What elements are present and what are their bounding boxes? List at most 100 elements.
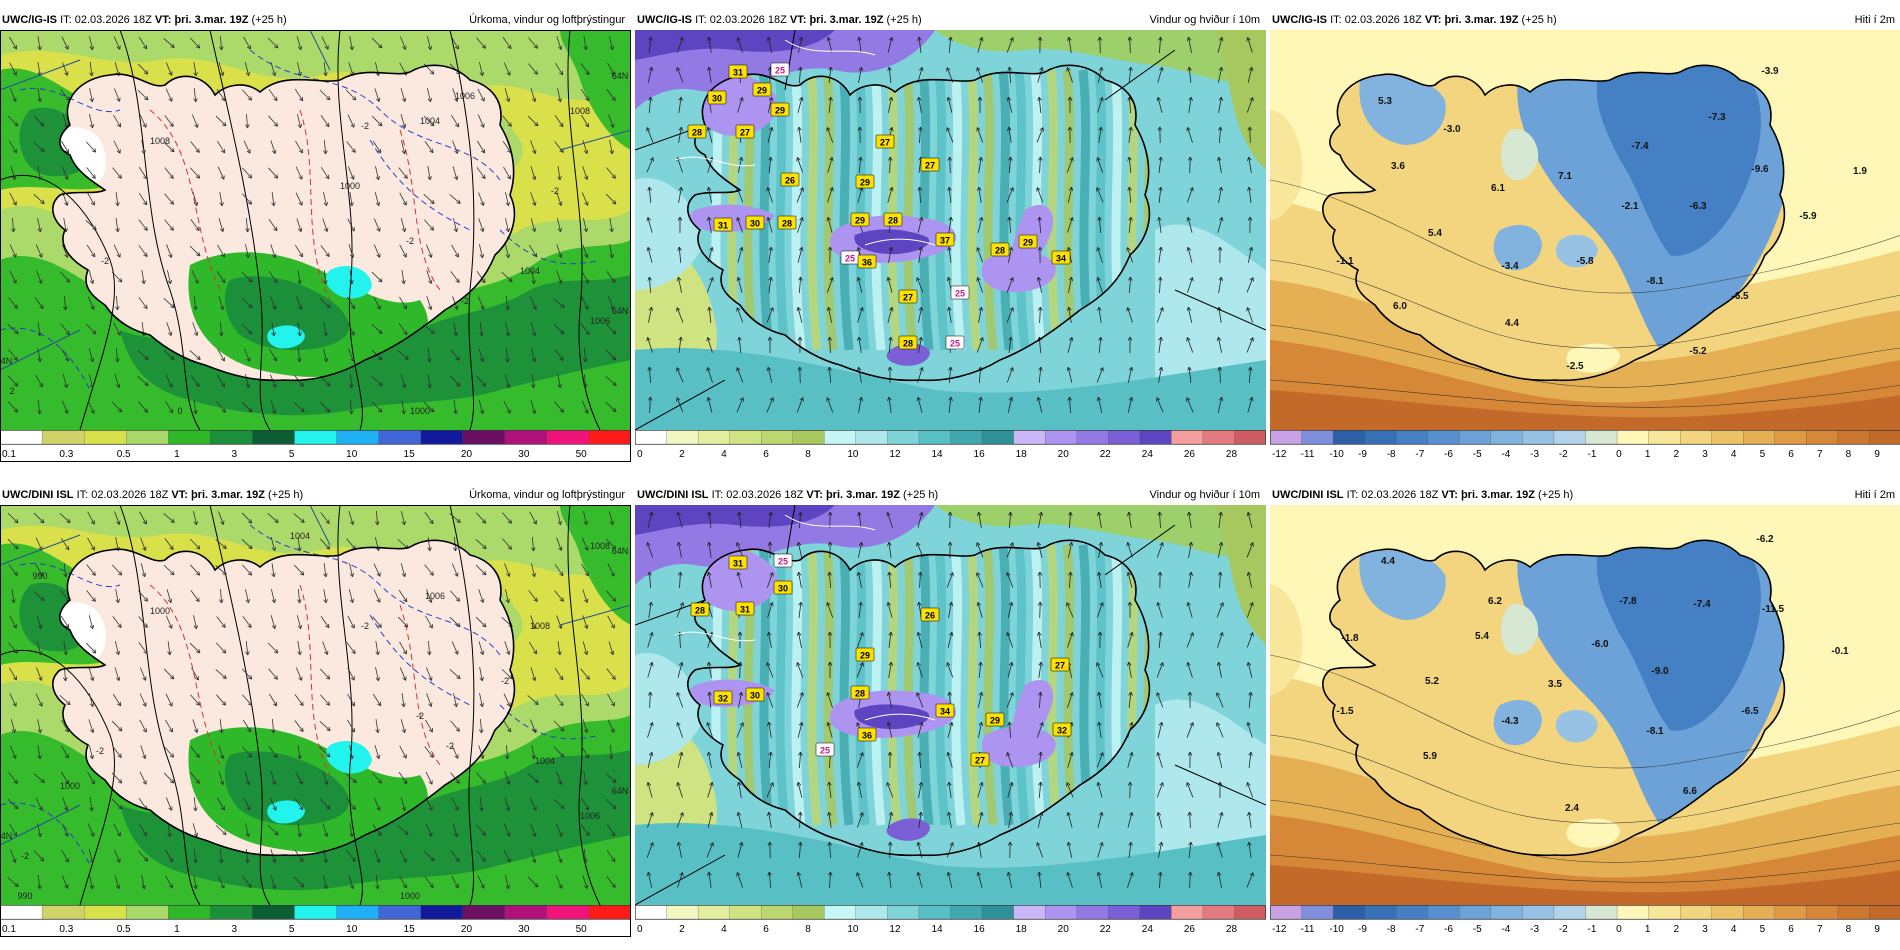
- colorbar-tick: 3: [231, 924, 237, 935]
- map-value-label: 1008: [150, 136, 170, 146]
- colorbar-tick: 7: [1817, 449, 1823, 460]
- map-value-label: 28: [777, 215, 797, 230]
- colorbar-swatch: [420, 905, 464, 920]
- svg-text:28: 28: [995, 246, 1005, 256]
- lead-time: (+25 h): [903, 489, 939, 501]
- svg-text:64N: 64N: [612, 306, 629, 316]
- colorbar-swatch: [294, 430, 338, 445]
- colorbar-swatch: [1711, 905, 1744, 920]
- map-value-label: 27: [898, 289, 918, 304]
- svg-text:36: 36: [862, 731, 872, 741]
- map-area: 1008 1004 1006 1008 -2 -2 -2 -2 1000 1004 1006 1000…: [0, 30, 631, 430]
- svg-text:1004: 1004: [535, 756, 555, 766]
- svg-text:1008: 1008: [530, 621, 550, 631]
- svg-text:27: 27: [740, 128, 750, 138]
- svg-text:37: 37: [940, 236, 950, 246]
- map-value-label: 3.5: [1548, 679, 1562, 690]
- colorbar-swatch: [1364, 905, 1397, 920]
- forecast-panel-precip: UWC/DINI ISL IT: 02.03.2026 18Z VT: þri.…: [0, 485, 631, 937]
- map-value-label: 30: [745, 215, 765, 230]
- map-value-label: 28: [687, 124, 707, 139]
- colorbar-swatch: [855, 905, 889, 920]
- colorbar-swatch: [1459, 905, 1492, 920]
- svg-text:25: 25: [778, 557, 788, 567]
- map-value-label: -2: [406, 236, 414, 246]
- svg-text:-1.5: -1.5: [1336, 706, 1354, 717]
- colorbar-swatch: [1171, 430, 1204, 445]
- map-value-label: -1.8: [1341, 633, 1359, 644]
- svg-text:2.4: 2.4: [1565, 803, 1579, 814]
- svg-text:6.2: 6.2: [1488, 596, 1502, 607]
- it-label: IT:: [76, 489, 89, 501]
- colorbar-swatch: [1396, 905, 1429, 920]
- colorbar-tick: 1: [174, 449, 180, 460]
- colorbar-tick: 8: [1846, 449, 1852, 460]
- map-area: -6.2 4.4 6.2 -7.8 -7.4 -11.5 5.4 -6.0 -0.1 -1.8 -9…: [1270, 505, 1900, 905]
- map-value-label: 64N: [0, 831, 12, 841]
- model-name: UWC/IG-IS: [637, 14, 692, 26]
- colorbar-tick: 30: [518, 449, 530, 460]
- svg-text:-6.3: -6.3: [1689, 201, 1707, 212]
- colorbar-swatch: [792, 430, 825, 445]
- colorbar-tick: 18: [1016, 449, 1028, 460]
- colorbar-tick: -8: [1387, 924, 1396, 935]
- map-value-label: 6.1: [1491, 183, 1505, 194]
- colorbar-tick: -10: [1329, 449, 1344, 460]
- svg-text:29: 29: [855, 216, 865, 226]
- colorbar-swatch: [981, 430, 1015, 445]
- colorbar-tick: 28: [1226, 924, 1238, 935]
- colorbar-swatch: [1774, 430, 1807, 445]
- svg-text:-7.8: -7.8: [1619, 596, 1637, 607]
- model-name: UWC/IG-IS: [2, 14, 57, 26]
- colorbar-swatch: [462, 905, 506, 920]
- colorbar-tick: 6: [1788, 449, 1794, 460]
- colorbar-tick: 0.5: [117, 924, 131, 935]
- colorbar-tick: 22: [1100, 924, 1112, 935]
- colorbar-tick: 0: [1616, 449, 1622, 460]
- colorbar-swatch: [1301, 905, 1334, 920]
- lead-time: (+25 h): [1538, 489, 1574, 501]
- map-value-label: -11.5: [1762, 604, 1785, 615]
- map-value-label: 36: [857, 254, 877, 269]
- svg-text:64N: 64N: [612, 71, 629, 81]
- map-value-label: 1006: [425, 591, 445, 601]
- map-value-label: 25: [950, 285, 970, 300]
- panel-title: Hiti í 2m: [1854, 489, 1895, 501]
- map-value-label: 28: [690, 602, 710, 617]
- colorbar-tick: 18: [1016, 924, 1028, 935]
- map-value-label: 0: [177, 406, 182, 416]
- map-value-label: 30: [707, 90, 727, 105]
- svg-text:34: 34: [1056, 254, 1066, 264]
- map-area: 31 25 29 30 29 28 27 27 27 26 29 31 30 28 29 28 37 25 36 28…: [635, 30, 1266, 430]
- lead-time: (+25 h): [1521, 14, 1557, 26]
- colorbar-swatch: [1364, 430, 1397, 445]
- map-value-label: 29: [850, 212, 870, 227]
- map-value-label: -3.0: [1443, 124, 1461, 135]
- init-time: 02.03.2026 18Z: [91, 489, 169, 501]
- colorbar-tick: 1: [1645, 449, 1651, 460]
- svg-text:30: 30: [712, 94, 722, 104]
- colorbar: 0 2 4 6 8 10 12 14 16 18 20 22 24 26 28: [635, 430, 1266, 462]
- colorbar-tick: -3: [1530, 449, 1539, 460]
- colorbar-swatch: [792, 905, 825, 920]
- colorbar-swatch: [1522, 430, 1555, 445]
- it-label: IT:: [695, 14, 707, 26]
- colorbar-swatch: [918, 905, 952, 920]
- colorbar-swatch: [1108, 905, 1141, 920]
- colorbar-tick: 26: [1184, 449, 1196, 460]
- svg-text:-2: -2: [461, 296, 469, 306]
- colorbar: -12 -11 -10 -9 -8 -7 -6 -5 -4 -3 -2 -1 0 1 2 3 4 5 6 7 8 9: [1270, 905, 1900, 937]
- colorbar-swatch: [378, 905, 422, 920]
- panel-header: UWC/IG-IS IT: 02.03.2026 18Z VT: þri. 3.…: [0, 10, 631, 30]
- colorbar-swatch: [252, 430, 296, 445]
- model-name: UWC/DINI ISL: [637, 489, 709, 501]
- colorbar-tick: -1: [1588, 449, 1597, 460]
- map-value-label: 1008: [570, 106, 590, 116]
- svg-text:26: 26: [785, 176, 795, 186]
- colorbar-swatch: [126, 905, 169, 920]
- forecast-panel-wind: UWC/IG-IS IT: 02.03.2026 18Z VT: þri. 3.…: [635, 10, 1266, 462]
- forecast-panel-temp: UWC/IG-IS IT: 02.03.2026 18Z VT: þri. 3.…: [1270, 10, 1900, 462]
- map-value-label: 25: [815, 742, 835, 757]
- svg-text:28: 28: [695, 606, 705, 616]
- map-value-label: 31: [713, 217, 733, 232]
